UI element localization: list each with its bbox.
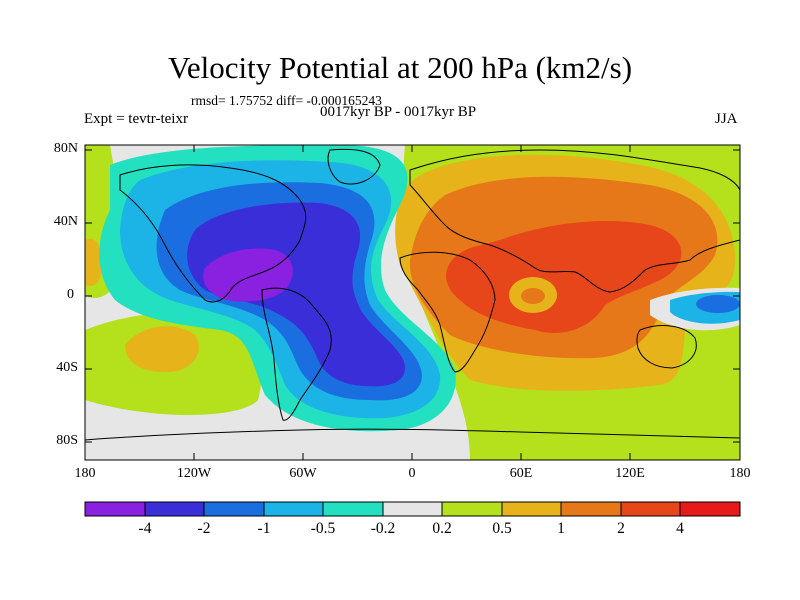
coast-antarctica (85, 428, 740, 441)
x-tick-label: 60E (509, 466, 533, 481)
colorbar-label: -0.2 (370, 520, 396, 537)
right-string: JJA (715, 111, 738, 127)
colorbar-label: 2 (617, 520, 625, 537)
colorbar-label: 0.5 (492, 520, 512, 537)
colorbar-box (620, 501, 681, 517)
x-tick-label: 120W (176, 466, 212, 481)
colorbar-label: -1 (257, 520, 271, 537)
x-tick-label: 60W (289, 466, 317, 481)
colorbar-label: -0.5 (310, 520, 336, 537)
field-orange-island (521, 288, 545, 304)
colorbar-box (322, 501, 384, 517)
colorbar-box (263, 501, 324, 517)
colorbar-label: -4 (138, 520, 152, 537)
plot-title: Velocity Potential at 200 hPa (km2/s) (167, 50, 633, 85)
colorbar-box (382, 501, 443, 517)
coast-greenland (327, 148, 381, 185)
y-tick-label: 80S (56, 433, 78, 448)
colorbar-label: -2 (197, 520, 211, 537)
y-tick-label: 40N (53, 214, 78, 229)
coast-europe-asia (409, 149, 740, 293)
y-tick-label: 40S (56, 360, 78, 375)
colorbar-box (441, 501, 503, 517)
y-tick-label: 80N (53, 141, 78, 156)
coast-south-america (261, 287, 332, 421)
colorbar-box (84, 501, 146, 517)
stats-string: rmsd= 1.75752 diff= -0.000165243 (191, 93, 382, 108)
y-tick-label: 0 (67, 287, 74, 302)
colorbar-box (679, 501, 741, 517)
field-gold-nw (85, 238, 103, 287)
coast-australia (636, 325, 697, 369)
left-string: Expt = tevtr-teixr (84, 111, 188, 127)
colorbar-box (144, 501, 205, 517)
x-tick-label: 0 (408, 466, 416, 481)
field-east-blue (696, 295, 740, 313)
contour-field (85, 145, 740, 460)
field-blue (187, 202, 405, 387)
colorbar-label: 1 (557, 520, 565, 537)
axis-ticks (84, 145, 741, 460)
colorbar-box (203, 501, 265, 517)
colorbar-label: 4 (676, 520, 684, 537)
x-tick-label: 120E (615, 466, 645, 481)
colorbar-box (501, 501, 562, 517)
center-string: 0017kyr BP - 0017kyr BP (320, 104, 477, 120)
x-tick-label: 180 (74, 466, 96, 481)
coastlines (85, 148, 740, 441)
field-gold-west (125, 326, 199, 373)
coast-north-america (119, 164, 307, 303)
field-red-orange (446, 220, 682, 333)
coast-africa (399, 251, 496, 373)
x-tick-label: 180 (729, 466, 751, 481)
colorbar-label: 0.2 (432, 520, 452, 537)
colorbar (84, 501, 741, 517)
colorbar-box (560, 501, 622, 517)
